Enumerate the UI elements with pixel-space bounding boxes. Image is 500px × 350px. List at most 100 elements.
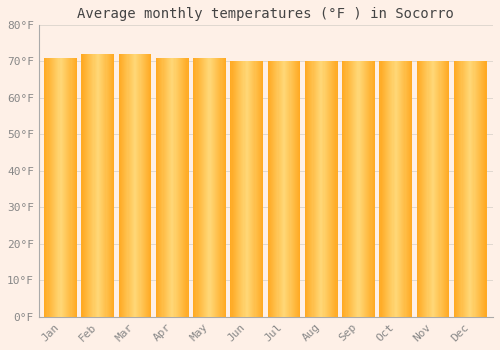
Bar [364,61,365,317]
Bar [92,54,94,317]
Bar [68,58,70,317]
Bar [458,61,459,317]
Bar [319,61,320,317]
Bar [328,61,329,317]
Bar [454,61,455,317]
Bar [145,54,146,317]
Bar [206,58,208,317]
Bar [365,61,366,317]
Bar [234,61,235,317]
Bar [384,61,385,317]
Bar [259,61,260,317]
Bar [168,58,169,317]
Bar [434,61,435,317]
Bar [408,61,409,317]
Bar [284,61,285,317]
Bar [482,61,484,317]
Bar [280,61,282,317]
Bar [326,61,328,317]
Bar [350,61,351,317]
Bar [222,58,224,317]
Bar [121,54,122,317]
Bar [242,61,244,317]
Bar [348,61,350,317]
Bar [44,58,46,317]
Bar [411,61,412,317]
Bar [470,61,472,317]
Bar [215,58,216,317]
Bar [466,61,467,317]
Bar [225,58,226,317]
Bar [113,54,114,317]
Bar [294,61,295,317]
Bar [74,58,75,317]
Bar [213,58,214,317]
Bar [314,61,316,317]
Bar [162,58,164,317]
Bar [286,61,288,317]
Bar [380,61,382,317]
Bar [334,61,336,317]
Bar [90,54,92,317]
Bar [110,54,111,317]
Bar [248,61,249,317]
Bar [89,54,90,317]
Bar [401,61,402,317]
Bar [52,58,53,317]
Bar [438,61,440,317]
Bar [306,61,307,317]
Bar [484,61,486,317]
Bar [205,58,206,317]
Bar [320,61,321,317]
Bar [108,54,109,317]
Bar [55,58,56,317]
Bar [136,54,138,317]
Bar [443,61,444,317]
Bar [435,61,436,317]
Bar [181,58,182,317]
Title: Average monthly temperatures (°F ) in Socorro: Average monthly temperatures (°F ) in So… [78,7,454,21]
Bar [210,58,212,317]
Bar [164,58,166,317]
Bar [217,58,218,317]
Bar [480,61,481,317]
Bar [133,54,134,317]
Bar [370,61,372,317]
Bar [169,58,170,317]
Bar [481,61,482,317]
Bar [418,61,420,317]
Bar [261,61,262,317]
Bar [344,61,346,317]
Bar [270,61,271,317]
Bar [333,61,334,317]
Bar [120,54,121,317]
Bar [260,61,261,317]
Bar [464,61,466,317]
Bar [309,61,310,317]
Bar [416,61,418,317]
Bar [60,58,62,317]
Bar [478,61,479,317]
Bar [146,54,147,317]
Bar [321,61,322,317]
Bar [254,61,256,317]
Bar [472,61,474,317]
Bar [445,61,446,317]
Bar [70,58,72,317]
Bar [317,61,318,317]
Bar [67,58,68,317]
Bar [285,61,286,317]
Bar [147,54,148,317]
Bar [142,54,144,317]
Bar [446,61,447,317]
Bar [204,58,205,317]
Bar [316,61,317,317]
Bar [467,61,468,317]
Bar [424,61,426,317]
Bar [295,61,296,317]
Bar [331,61,332,317]
Bar [440,61,442,317]
Bar [135,54,136,317]
Bar [124,54,125,317]
Bar [224,58,225,317]
